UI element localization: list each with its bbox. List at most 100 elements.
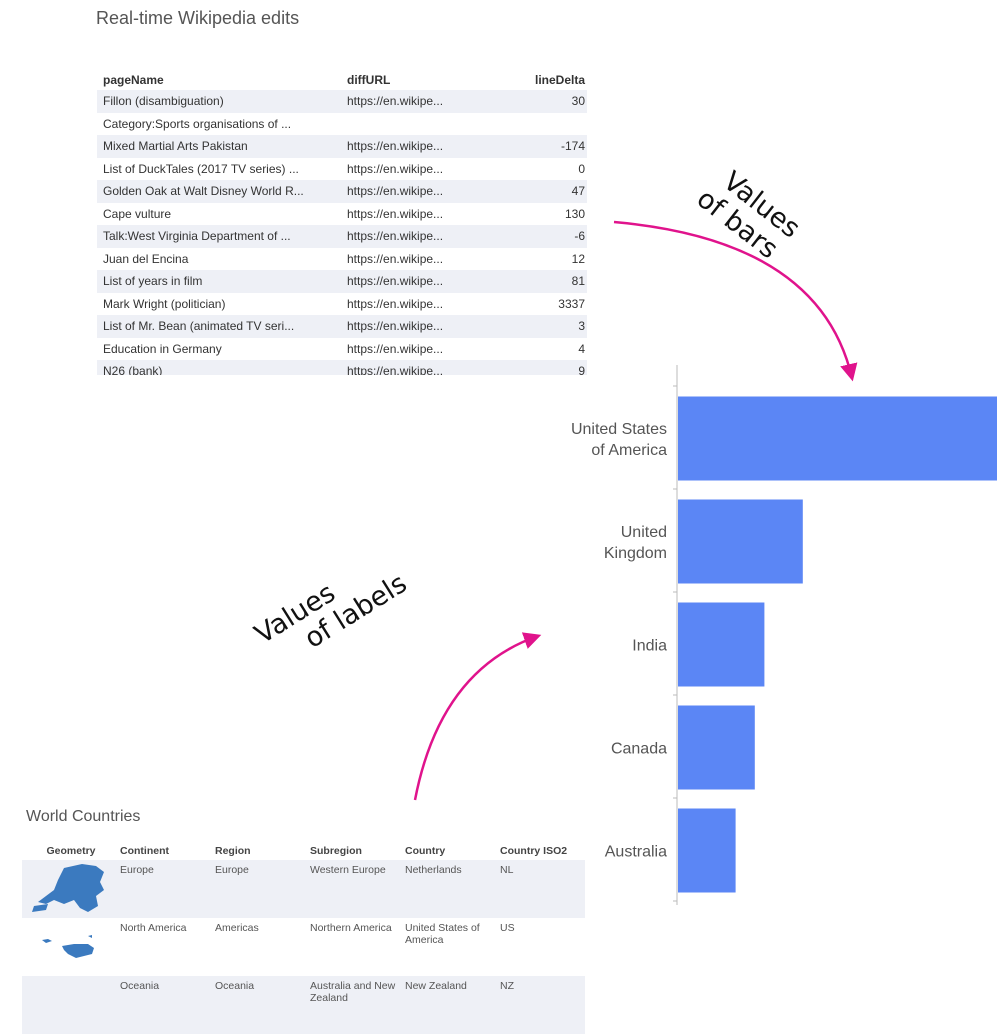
category-label: Kingdom — [604, 545, 667, 562]
pagename-cell: List of DuckTales (2017 TV series) ... — [103, 161, 299, 176]
linedelta-cell: 0 — [578, 161, 585, 176]
geometry-cell — [22, 918, 120, 976]
category-label: of America — [591, 442, 667, 459]
bar-canada[interactable] — [678, 705, 755, 790]
column-header-region[interactable]: Region — [215, 845, 251, 857]
continent-cell: North America — [120, 922, 187, 934]
category-label: Canada — [611, 741, 667, 758]
annotation-values-of-bars: Values of bars — [675, 148, 806, 268]
column-header-country-iso2[interactable]: Country ISO2 — [500, 845, 568, 857]
pagename-cell: Talk:West Virginia Department of ... — [103, 229, 291, 243]
linedelta-cell: -6 — [574, 229, 585, 243]
diffurl-cell: https://en.wikipe... — [347, 94, 444, 108]
table-row[interactable]: Golden Oak at Walt Disney World R... http… — [97, 180, 587, 203]
table-row[interactable]: Cape vulture https://en.wikipe... 130 — [97, 203, 587, 226]
geometry-cell — [22, 860, 120, 918]
continent-cell: Oceania — [120, 980, 160, 992]
diffurl-cell: https://en.wikipe... — [347, 364, 444, 375]
diffurl-cell: https://en.wikipe... — [347, 206, 444, 221]
arrow-to-labels — [413, 632, 542, 801]
pagename-cell: List of Mr. Bean (animated TV seri... — [103, 319, 295, 333]
region-cell: Europe — [215, 864, 249, 876]
pagename-cell: Juan del Encina — [103, 251, 189, 266]
diffurl-cell: https://en.wikipe... — [347, 251, 444, 266]
bar-australia[interactable] — [678, 808, 736, 893]
diffurl-cell: https://en.wikipe... — [347, 184, 444, 198]
linedelta-cell: 12 — [571, 251, 585, 266]
arrow-to-bars — [613, 220, 858, 382]
iso2-cell: NZ — [500, 980, 514, 992]
subregion-cell: Northern America — [310, 922, 392, 934]
region-cell: Americas — [215, 922, 259, 934]
country-cell: Netherlands — [405, 864, 462, 876]
usa-map-icon — [42, 935, 94, 958]
category-label: Australia — [605, 844, 667, 861]
netherlands-map-icon — [32, 864, 104, 912]
table-row[interactable]: Europe Europe Western Europe Netherlands… — [22, 860, 585, 918]
linedelta-cell: 3337 — [558, 296, 585, 311]
diffurl-cell: https://en.wikipe... — [347, 341, 444, 356]
pagename-cell: Golden Oak at Walt Disney World R... — [103, 184, 304, 198]
subregion-cell: Western Europe — [310, 864, 386, 876]
column-header-linedelta[interactable]: lineDelta — [534, 73, 585, 87]
table-row[interactable]: Category:Sports organisations of ... — [97, 113, 587, 136]
pagename-cell: N26 (bank) — [103, 364, 163, 375]
annotation-values-of-labels: Values of labels — [249, 543, 412, 675]
diffurl-cell: https://en.wikipe... — [347, 139, 444, 153]
column-header-subregion[interactable]: Subregion — [310, 845, 362, 857]
column-header-diffurl[interactable]: diffURL — [347, 73, 391, 87]
linedelta-cell: 47 — [571, 184, 585, 198]
pagename-cell: Mixed Martial Arts Pakistan — [103, 139, 248, 153]
continent-cell: Europe — [120, 864, 154, 876]
linedelta-cell: 30 — [571, 94, 585, 108]
world-table-title: World Countries — [26, 808, 141, 825]
table-row[interactable]: Mark Wright (politician) https://en.wikip… — [97, 293, 587, 316]
bar-united-kingdom[interactable] — [678, 499, 803, 584]
iso2-cell: US — [500, 922, 515, 934]
linedelta-cell: 4 — [578, 341, 585, 356]
column-header-geometry[interactable]: Geometry — [46, 845, 96, 857]
table-row[interactable]: Talk:West Virginia Department of ... http… — [97, 225, 587, 248]
wiki-edits-table: pageName diffURL lineDelta Fillon (disam… — [97, 70, 587, 375]
category-label: United States — [571, 421, 667, 438]
linedelta-cell — [487, 113, 587, 136]
table-row[interactable]: List of years in film https://en.wikipe..… — [97, 270, 587, 293]
bar-united-states-of-america[interactable] — [678, 396, 997, 481]
table-row[interactable]: Juan del Encina https://en.wikipe... 12 — [97, 248, 587, 271]
country-cell: United States of America — [405, 922, 480, 946]
linedelta-cell: -174 — [560, 139, 585, 153]
category-label: United — [621, 524, 667, 541]
category-label: India — [632, 638, 667, 655]
table-header-row: pageName diffURL lineDelta — [97, 70, 587, 90]
table-row[interactable]: List of Mr. Bean (animated TV seri... htt… — [97, 315, 587, 338]
diffurl-cell: https://en.wikipe... — [347, 229, 444, 243]
diffurl-cell — [337, 113, 487, 136]
pagename-cell: Cape vulture — [103, 206, 172, 221]
column-header-continent[interactable]: Continent — [120, 845, 169, 857]
pagename-cell: Education in Germany — [103, 341, 222, 356]
subregion-cell: Australia and New Zealand — [310, 980, 396, 1004]
diffurl-cell: https://en.wikipe... — [347, 296, 444, 311]
world-countries-table: Geometry Continent Region Subregion Coun… — [22, 842, 585, 1034]
diffurl-cell: https://en.wikipe... — [347, 319, 444, 333]
pagename-cell: Mark Wright (politician) — [103, 296, 226, 311]
table-row[interactable]: Oceania Oceania Australia and New Zealan… — [22, 976, 585, 1034]
country-bar-chart: United States of America United Kingdom Indi… — [571, 365, 997, 905]
country-cell: New Zealand — [405, 980, 467, 992]
table-row[interactable]: Fillon (disambiguation) https://en.wikipe… — [97, 90, 587, 113]
table-row[interactable]: Education in Germany https://en.wikipe...… — [97, 338, 587, 361]
pagename-cell: Fillon (disambiguation) — [103, 94, 224, 108]
column-header-country[interactable]: Country — [405, 845, 446, 857]
table-row[interactable]: N26 (bank) https://en.wikipe... 9 — [97, 360, 587, 375]
table-row[interactable]: List of DuckTales (2017 TV series) ... ht… — [97, 158, 587, 181]
column-header-pagename[interactable]: pageName — [103, 73, 164, 87]
linedelta-cell: 81 — [571, 274, 585, 288]
pagename-cell: Category:Sports organisations of ... — [103, 116, 292, 131]
geometry-cell — [22, 976, 120, 1034]
diffurl-cell: https://en.wikipe... — [347, 161, 444, 176]
table-row[interactable]: North America Americas Northern America … — [22, 918, 585, 976]
linedelta-cell: 3 — [578, 319, 585, 333]
bar-india[interactable] — [678, 602, 765, 687]
table-row[interactable]: Mixed Martial Arts Pakistan https://en.wi… — [97, 135, 587, 158]
iso2-cell: NL — [500, 864, 514, 876]
